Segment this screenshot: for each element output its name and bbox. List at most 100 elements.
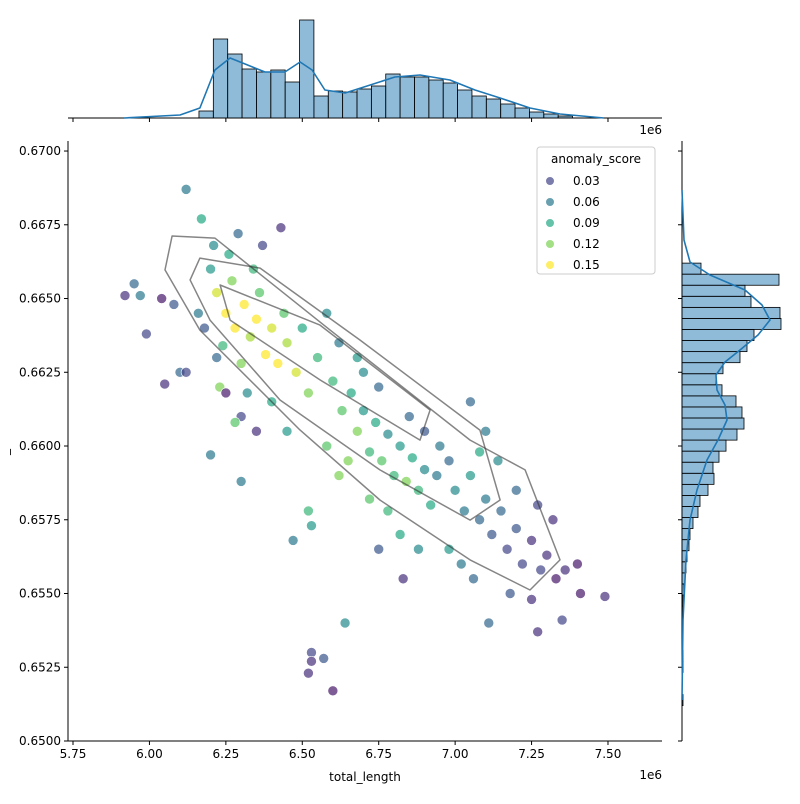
scatter-point	[159, 378, 171, 390]
scatter-point	[229, 417, 241, 428]
scatter-point	[266, 322, 278, 334]
scatter-point	[510, 484, 522, 496]
y-tick-label: 0.6550	[19, 587, 61, 601]
scatter-point	[229, 322, 241, 334]
scatter-point	[526, 594, 537, 605]
y-tick-label: 0.6675	[19, 218, 61, 232]
scatter-point	[541, 549, 553, 561]
x-tick-label: 5.75	[60, 747, 87, 761]
scatter-point	[333, 470, 345, 481]
legend-label: 0.03	[573, 174, 600, 188]
scatter-point	[510, 523, 522, 534]
scatter-point	[572, 558, 583, 570]
histogram-bar	[681, 472, 715, 485]
scatter-point	[358, 405, 369, 416]
legend-marker	[545, 197, 555, 207]
kde-line	[124, 57, 605, 119]
scatter-point	[352, 425, 363, 437]
scatter-point	[358, 366, 369, 378]
legend-marker	[545, 260, 555, 270]
histogram-bar	[227, 53, 243, 119]
scatter-point	[156, 293, 167, 304]
histogram-bar	[681, 517, 694, 530]
scatter-point	[251, 313, 262, 325]
x-tick-label: 6.00	[136, 747, 163, 761]
scatter-point	[556, 614, 568, 626]
scatter-point	[141, 328, 152, 340]
scatter-point	[180, 366, 192, 378]
x-offset-text: 1e6	[639, 123, 662, 137]
scatter-point	[196, 213, 207, 225]
histogram-bar	[284, 81, 300, 119]
scatter-point	[373, 381, 385, 393]
histogram-bar	[681, 450, 720, 463]
histogram-bar	[681, 329, 755, 341]
scatter-point	[407, 452, 418, 464]
scatter-point	[306, 647, 317, 658]
scatter-point	[364, 493, 375, 505]
scatter-point	[211, 287, 222, 298]
histogram-bar	[370, 85, 387, 119]
histogram-bar	[212, 38, 229, 119]
scatter-point	[455, 558, 467, 570]
histogram-bar	[385, 73, 401, 119]
scatter-point	[403, 411, 415, 422]
histogram-bar	[681, 406, 743, 419]
histogram-bar	[681, 395, 737, 408]
scatter-point	[532, 626, 543, 638]
histogram-bar	[681, 273, 780, 286]
legend-marker	[545, 239, 555, 249]
legend-box	[536, 146, 656, 275]
histogram-bar	[681, 373, 717, 386]
scatter-point	[517, 558, 528, 570]
scatter-point	[425, 499, 436, 511]
scatter-point	[134, 290, 146, 301]
scatter-point	[226, 275, 238, 287]
histogram-bar	[681, 495, 701, 507]
scatter-point	[257, 240, 268, 251]
scatter-point	[303, 505, 314, 517]
scatter-point	[419, 464, 430, 475]
legend-marker	[545, 218, 555, 228]
scatter-point	[180, 184, 192, 195]
scatter-point	[235, 476, 247, 487]
histogram-bar	[543, 113, 559, 119]
histogram-bar	[313, 95, 329, 119]
scatter-point	[382, 428, 394, 440]
scatter-point	[468, 573, 479, 585]
histogram-bar	[428, 79, 444, 119]
histogram-bar	[681, 506, 699, 518]
scatter-point	[318, 653, 329, 664]
x-tick-label: 7.00	[442, 747, 469, 761]
x-offset-text: 1e6	[639, 768, 662, 782]
scatter-point	[303, 667, 314, 679]
scatter-point	[480, 493, 492, 505]
histogram-bar	[399, 76, 415, 119]
histogram-bar	[198, 110, 214, 119]
scatter-point	[394, 529, 406, 540]
histogram-bar	[681, 461, 714, 474]
histogram-bar	[256, 71, 272, 119]
histogram-bar	[327, 90, 344, 119]
scatter-point	[459, 505, 470, 517]
scatter-point	[336, 405, 348, 416]
histogram-bar	[514, 107, 530, 119]
scatter-point	[251, 425, 262, 437]
y-tick-label: 0.6575	[19, 513, 61, 527]
scatter-point	[327, 685, 339, 697]
histogram-bar	[681, 284, 746, 297]
scatter-point	[168, 299, 180, 310]
scatter-point	[211, 352, 222, 363]
scatter-point	[547, 514, 559, 526]
scatter-point	[241, 387, 253, 399]
scatter-point	[254, 287, 265, 298]
scatter-point	[281, 337, 293, 349]
legend-label: 0.15	[573, 258, 600, 272]
scatter-point	[501, 543, 513, 555]
scatter-point	[128, 278, 140, 290]
scatter-point	[235, 358, 247, 369]
scatter-point	[504, 588, 516, 599]
scatter-point	[465, 396, 476, 408]
histogram-bar	[681, 306, 781, 319]
